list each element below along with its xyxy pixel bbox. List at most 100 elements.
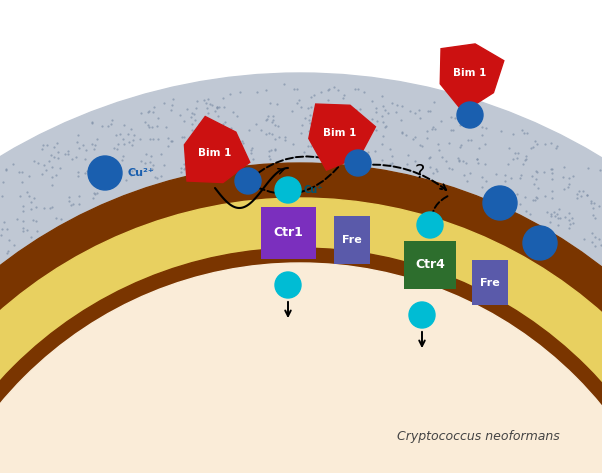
Point — [334, 109, 343, 117]
Point — [564, 216, 574, 224]
Point — [121, 176, 131, 184]
Point — [441, 158, 451, 165]
Point — [46, 151, 56, 158]
Point — [444, 165, 454, 172]
Point — [31, 218, 41, 225]
Point — [44, 157, 54, 165]
Point — [187, 109, 196, 117]
Point — [179, 117, 188, 125]
Point — [462, 114, 471, 122]
Point — [235, 88, 244, 96]
Point — [49, 153, 58, 161]
Point — [252, 120, 261, 128]
FancyArrowPatch shape — [429, 196, 447, 220]
Point — [447, 126, 456, 134]
Point — [358, 133, 368, 140]
Text: Bim 1: Bim 1 — [323, 128, 357, 138]
Point — [262, 115, 272, 123]
Point — [146, 135, 155, 142]
Point — [147, 123, 157, 131]
Point — [587, 229, 597, 237]
Point — [594, 235, 602, 243]
Point — [350, 86, 359, 93]
Point — [125, 138, 134, 146]
Bar — [261, 207, 315, 259]
Circle shape — [523, 226, 557, 260]
Point — [432, 167, 442, 175]
Point — [397, 128, 407, 136]
Point — [402, 160, 412, 168]
Point — [588, 204, 598, 212]
Point — [371, 108, 381, 115]
Point — [39, 204, 49, 211]
Point — [488, 191, 498, 199]
Point — [179, 160, 189, 168]
Point — [578, 187, 588, 195]
Point — [387, 99, 397, 106]
Point — [551, 145, 560, 152]
Point — [107, 116, 117, 124]
Circle shape — [0, 248, 602, 473]
Point — [143, 108, 153, 115]
Point — [488, 192, 497, 200]
Point — [167, 138, 177, 145]
Point — [306, 103, 316, 111]
Point — [212, 105, 222, 112]
Point — [118, 153, 128, 160]
Point — [187, 113, 196, 120]
Point — [267, 130, 277, 137]
Point — [144, 124, 154, 131]
Point — [335, 142, 344, 149]
Point — [527, 172, 536, 179]
Point — [48, 174, 57, 181]
Point — [552, 210, 562, 218]
FancyArrowPatch shape — [363, 165, 446, 190]
Point — [226, 124, 235, 131]
Point — [63, 147, 72, 155]
Point — [533, 195, 542, 202]
Point — [163, 134, 173, 142]
Point — [0, 192, 7, 200]
Circle shape — [0, 263, 602, 473]
Circle shape — [409, 302, 435, 328]
Point — [465, 169, 475, 177]
Circle shape — [0, 198, 602, 473]
Point — [149, 162, 158, 169]
Point — [529, 143, 538, 150]
FancyArrowPatch shape — [250, 157, 335, 179]
Point — [8, 160, 18, 168]
Point — [338, 94, 348, 102]
Point — [235, 149, 245, 157]
Point — [546, 212, 556, 219]
Point — [102, 173, 112, 181]
Point — [96, 163, 106, 171]
Point — [515, 174, 525, 181]
Point — [292, 99, 302, 106]
Point — [9, 241, 19, 249]
Point — [228, 152, 238, 159]
Point — [503, 160, 512, 167]
Point — [590, 214, 600, 221]
Point — [190, 116, 200, 123]
Point — [210, 107, 220, 114]
Point — [359, 128, 369, 135]
Point — [71, 153, 81, 161]
Point — [270, 145, 280, 153]
Point — [167, 101, 177, 109]
Point — [471, 112, 481, 119]
Point — [22, 188, 31, 195]
Point — [520, 157, 530, 164]
Point — [119, 140, 129, 148]
Point — [522, 155, 532, 163]
Point — [430, 125, 439, 133]
Point — [521, 193, 530, 201]
Point — [90, 190, 100, 197]
Point — [528, 197, 538, 204]
Point — [265, 100, 275, 107]
Point — [462, 177, 471, 184]
Point — [456, 141, 465, 149]
Point — [564, 209, 574, 216]
Point — [64, 150, 73, 158]
Point — [307, 129, 317, 137]
Point — [548, 165, 557, 173]
